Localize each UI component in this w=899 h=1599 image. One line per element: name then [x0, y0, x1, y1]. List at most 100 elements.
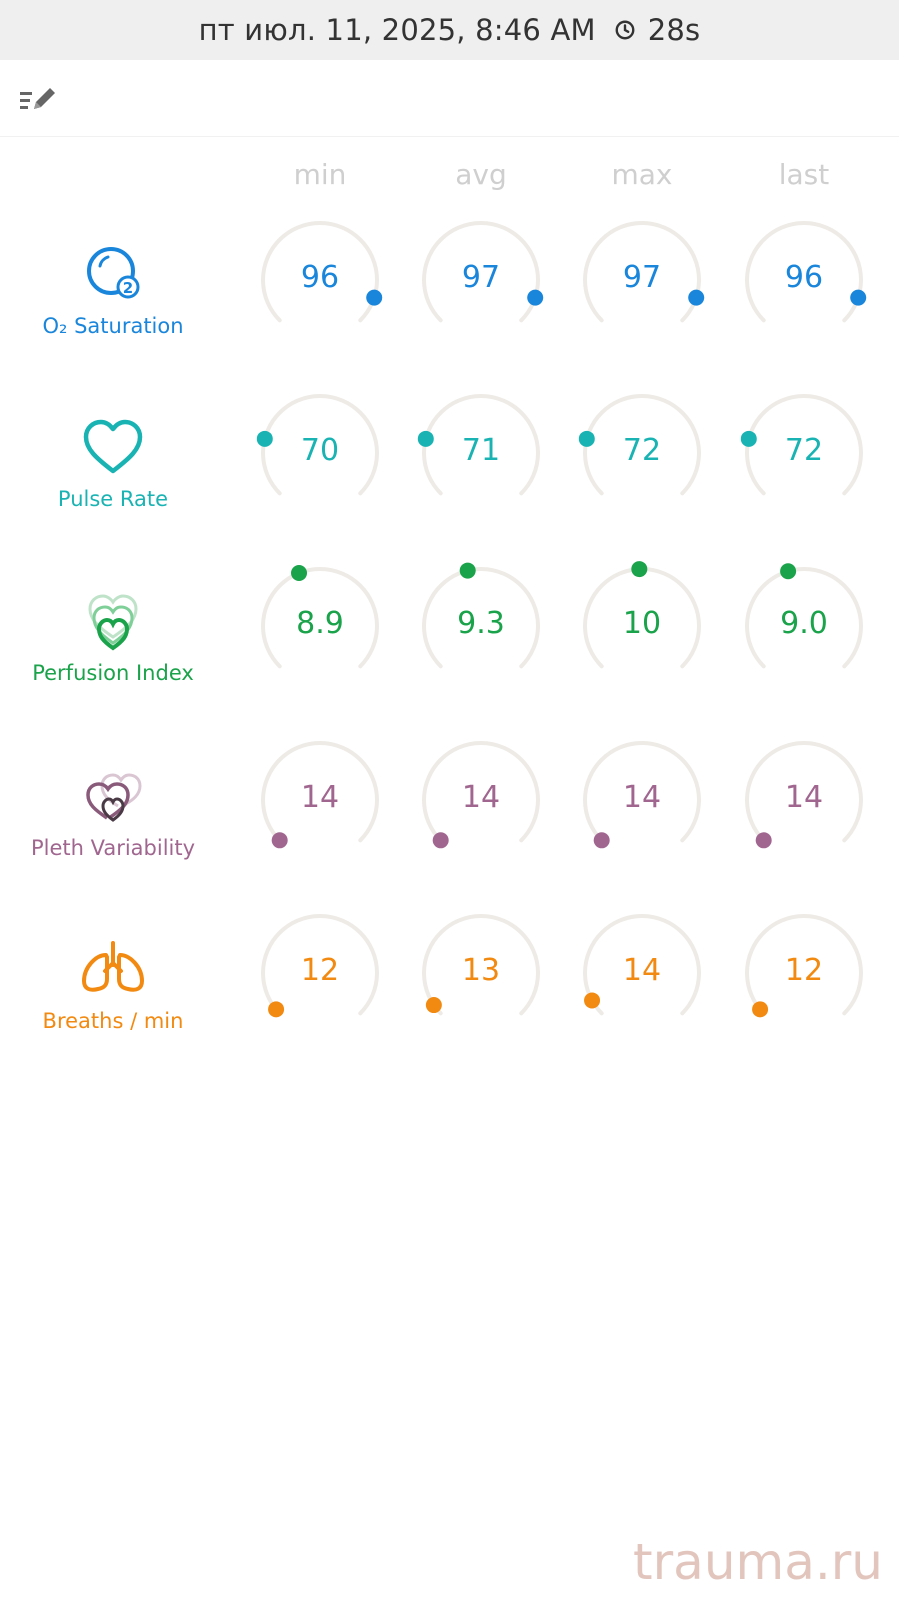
gauge-level-dot	[740, 430, 757, 447]
gauge-ring	[745, 221, 867, 323]
gauge-value: 14	[622, 780, 662, 815]
gauge-value: 14	[461, 780, 501, 815]
gauge-ring	[261, 741, 379, 849]
gauge-level-dot	[366, 289, 383, 306]
watermark: trauma.ru	[633, 1533, 883, 1591]
gauge-pi-last: 9.0	[734, 563, 874, 686]
gauge-ring	[745, 741, 863, 849]
gauge-level-dot	[755, 832, 772, 849]
gauge-value: 96	[784, 260, 824, 295]
gauge-level-dot	[593, 832, 610, 849]
gauge-level-dot	[780, 563, 797, 580]
gauge-value: 72	[784, 433, 824, 468]
gauge-value: 14	[622, 953, 662, 988]
svg-text:2: 2	[123, 279, 133, 297]
gauge-value: 71	[461, 433, 501, 468]
gauge-value: 72	[622, 433, 662, 468]
gauge-level-dot	[432, 832, 449, 849]
gauge-track	[422, 567, 540, 669]
gauge-pulse-last: 72	[734, 393, 874, 513]
lungs-icon	[82, 941, 144, 992]
toolbar	[0, 60, 899, 137]
session-datetime: пт июл. 11, 2025, 8:46 AM	[198, 13, 596, 47]
gauge-value: 12	[300, 953, 340, 988]
gauge-value: 96	[300, 260, 340, 295]
gauge-ring	[261, 914, 379, 1018]
gauge-pvi-min: 14	[250, 740, 390, 860]
gauge-spo2-last: 96	[734, 220, 874, 340]
gauge-rr-last: 12	[734, 913, 874, 1033]
clock-icon	[615, 20, 635, 40]
gauge-spo2-max: 97	[572, 220, 712, 340]
gauge-level-dot	[578, 430, 595, 447]
gauge-ring	[745, 914, 863, 1018]
column-header-min: min	[293, 158, 347, 191]
gauge-ring	[261, 221, 383, 323]
metric-name: Pulse Rate	[57, 487, 169, 511]
gauge-track	[261, 741, 379, 843]
metric-name: Pleth Variability	[30, 836, 196, 860]
edit-list-button[interactable]	[14, 80, 58, 116]
gauge-ring	[583, 221, 705, 323]
gauge-level-dot	[291, 565, 308, 582]
gauge-ring	[422, 562, 540, 669]
gauge-rr-min: 12	[250, 913, 390, 1033]
gauge-pi-min: 8.9	[250, 565, 390, 686]
gauge-level-dot	[256, 430, 273, 447]
gauge-level-dot	[584, 992, 601, 1009]
gauge-pulse-avg: 71	[411, 393, 551, 513]
gauge-rr-max: 14	[572, 913, 712, 1033]
gauge-value: 14	[300, 780, 340, 815]
gauge-ring	[422, 741, 540, 849]
gauge-value: 97	[622, 260, 662, 295]
gauge-pulse-min: 70	[250, 393, 390, 513]
gauge-track	[422, 394, 540, 496]
gauge-track	[745, 221, 863, 323]
gauge-level-dot	[459, 562, 476, 579]
pleth-hearts-icon	[86, 773, 142, 822]
gauge-level-dot	[850, 289, 867, 306]
gauge-ring	[422, 221, 544, 323]
metric-name: Perfusion Index	[32, 661, 194, 685]
gauge-spo2-min: 96	[250, 220, 390, 340]
gauge-value: 70	[300, 433, 340, 468]
gauge-ring	[417, 394, 540, 496]
gauge-track	[745, 567, 863, 669]
gauge-value: 97	[461, 260, 501, 295]
gauge-level-dot	[271, 832, 288, 849]
gauge-ring	[256, 394, 379, 496]
gauge-ring	[583, 741, 701, 849]
metric-pi-label: Perfusion Index	[20, 587, 206, 685]
gauge-pulse-max: 72	[572, 393, 712, 513]
gauge-value: 9.3	[457, 606, 505, 641]
gauge-level-dot	[417, 430, 434, 447]
column-header-last: last	[778, 158, 830, 191]
edit-list-icon	[20, 88, 55, 109]
gauge-ring	[578, 394, 701, 496]
gauge-value: 9.0	[780, 606, 828, 641]
gauge-pvi-last: 14	[734, 740, 874, 860]
session-duration: 28s	[647, 13, 701, 47]
gauge-value: 14	[784, 780, 824, 815]
gauge-track	[583, 741, 701, 843]
gauge-spo2-avg: 97	[411, 220, 551, 340]
gauge-pi-max: 10	[572, 561, 712, 686]
heart-outline-icon	[83, 419, 143, 474]
gauge-track	[583, 914, 701, 1016]
gauge-track	[745, 394, 863, 496]
gauge-track	[745, 741, 863, 843]
gauge-track	[261, 394, 379, 496]
metric-rr-label: Breaths / min	[20, 935, 206, 1033]
status-bar: пт июл. 11, 2025, 8:46 AM 28s	[0, 0, 899, 60]
gauge-level-dot	[631, 561, 648, 578]
column-header-max: max	[611, 158, 673, 191]
gauge-level-dot	[425, 997, 442, 1014]
gauge-track	[422, 914, 540, 1016]
layered-hearts-icon	[88, 594, 138, 651]
gauge-track	[422, 221, 540, 323]
gauge-value: 12	[784, 953, 824, 988]
gauge-level-dot	[268, 1001, 285, 1018]
gauge-ring	[740, 394, 863, 496]
metric-name: Breaths / min	[42, 1009, 184, 1033]
